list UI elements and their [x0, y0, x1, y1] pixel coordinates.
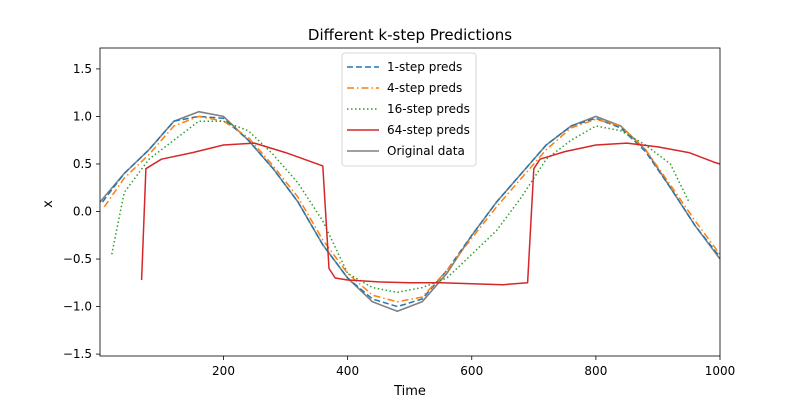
y-tick-label: 1.0: [73, 109, 92, 123]
y-tick-label: 1.5: [73, 62, 92, 76]
y-axis-label: x: [41, 200, 56, 208]
y-tick-label: −0.5: [63, 252, 92, 266]
legend-label: 16-step preds: [387, 102, 470, 116]
legend-label: Original data: [387, 144, 465, 158]
y-tick-label: −1.0: [63, 300, 92, 314]
legend-label: 64-step preds: [387, 123, 470, 137]
x-axis-label: Time: [393, 384, 426, 399]
series-line-1-step-preds: [101, 115, 721, 308]
x-tick-label: 600: [460, 364, 483, 378]
series-layer: [99, 110, 721, 313]
y-axis-ticks: −1.5 −1.0 −0.5 0.0 0.5 1.0 1.5: [63, 62, 100, 361]
y-tick-label: 0.5: [73, 157, 92, 171]
y-tick-label: −1.5: [63, 347, 92, 361]
y-tick-label: 0.0: [73, 205, 92, 219]
legend: 1-step preds 4-step preds 16-step preds 64-…: [341, 52, 477, 167]
x-tick-label: 800: [584, 364, 607, 378]
legend-label: 1-step preds: [387, 60, 462, 74]
x-tick-label: 200: [212, 364, 235, 378]
chart-title: Different k-step Predictions: [308, 26, 512, 44]
x-tick-label: 400: [336, 364, 359, 378]
x-tick-label: 1000: [705, 364, 736, 378]
axes-frame: [99, 47, 721, 357]
x-axis-ticks: 200 400 600 800 1000: [212, 356, 735, 378]
series-line-4-step-preds: [103, 115, 721, 303]
legend-box: [341, 52, 477, 167]
legend-label: 4-step preds: [387, 81, 462, 95]
series-line-64-step-preds: [140, 142, 721, 286]
